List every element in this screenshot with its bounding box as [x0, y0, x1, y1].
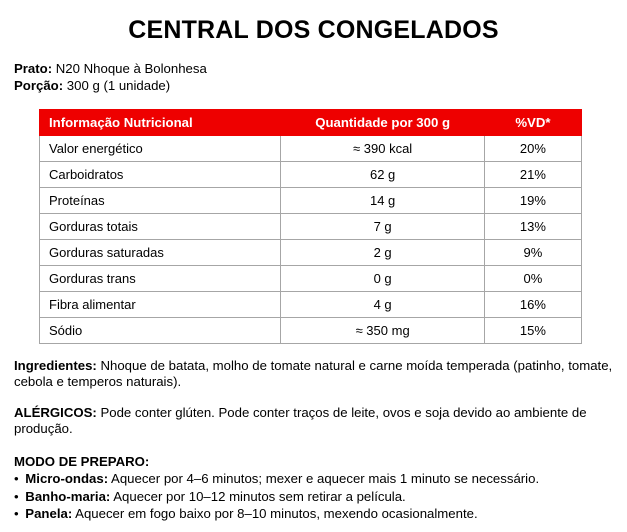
product-dish-line: Prato: N20 Nhoque à Bolonhesa — [14, 60, 613, 77]
preparation-list: • Micro-ondas: Aquecer por 4–6 minutos; … — [14, 470, 613, 523]
page-title: CENTRAL DOS CONGELADOS — [128, 16, 499, 44]
preparation-method-label: Banho-maria: — [25, 488, 111, 504]
cell-nutrient: Gorduras totais — [38, 212, 282, 240]
cell-vd: 0% — [483, 264, 583, 292]
product-portion-label: Porção: — [14, 77, 64, 93]
preparation-method-label: Micro-ondas: — [25, 471, 109, 487]
product-portion-line: Porção: 300 g (1 unidade) — [14, 77, 613, 94]
preparation-heading: MODO DE PREPARO: — [14, 453, 150, 469]
list-item: • Banho-maria: Aquecer por 10–12 minutos… — [14, 488, 613, 506]
cell-quantity: 14 g — [280, 186, 485, 214]
cell-quantity: 2 g — [280, 238, 485, 266]
table-row: Proteínas 14 g 19% — [38, 186, 583, 214]
cell-quantity: 4 g — [280, 290, 485, 318]
preparation-method-text: Aquecer por 4–6 minutos; mexer e aquecer… — [111, 471, 540, 487]
preparation-method-text: Aquecer por 10–12 minutos sem retirar a … — [113, 488, 406, 504]
cell-vd: 20% — [483, 134, 583, 162]
table-header-row: Informação Nutricional Quantidade por 30… — [38, 108, 583, 136]
cell-quantity: ≈ 390 kcal — [280, 134, 485, 162]
cell-nutrient: Gorduras trans — [38, 264, 282, 292]
bullet-icon: • — [14, 506, 19, 522]
allergens-paragraph: ALÉRGICOS: Pode conter glúten. Pode cont… — [14, 405, 613, 438]
table-row: Carboidratos 62 g 21% — [38, 160, 583, 188]
list-item: • Panela: Aquecer em fogo baixo por 8–10… — [14, 505, 613, 523]
nutrition-table: Informação Nutricional Quantidade por 30… — [38, 108, 583, 344]
product-dish-label: Prato: — [14, 60, 53, 76]
cell-quantity: ≈ 350 mg — [280, 316, 485, 344]
ingredients-paragraph: Ingredientes: Nhoque de batata, molho de… — [14, 358, 613, 391]
bullet-icon: • — [14, 471, 19, 487]
ingredients-label: Ingredientes: — [14, 357, 97, 373]
list-item: • Micro-ondas: Aquecer por 4–6 minutos; … — [14, 470, 613, 488]
table-row: Sódio ≈ 350 mg 15% — [38, 316, 583, 344]
preparation-method-label: Panela: — [25, 506, 73, 522]
table-row: Gorduras trans 0 g 0% — [38, 264, 583, 292]
allergens-text: Pode conter glúten. Pode conter traços d… — [14, 404, 587, 437]
table-row: Gorduras totais 7 g 13% — [38, 212, 583, 240]
allergens-label: ALÉRGICOS: — [14, 404, 97, 420]
cell-vd: 16% — [483, 290, 583, 318]
product-portion-value: 300 g (1 unidade) — [66, 77, 171, 93]
cell-quantity: 62 g — [280, 160, 485, 188]
bullet-icon: • — [14, 488, 19, 504]
column-header-vd: %VD* — [483, 108, 583, 136]
table-row: Valor energético ≈ 390 kcal 20% — [38, 134, 583, 162]
cell-nutrient: Fibra alimentar — [38, 290, 282, 318]
cell-nutrient: Proteínas — [38, 186, 282, 214]
product-dish-value: N20 Nhoque à Bolonhesa — [55, 60, 207, 76]
cell-vd: 19% — [483, 186, 583, 214]
cell-vd: 9% — [483, 238, 583, 266]
table-row: Fibra alimentar 4 g 16% — [38, 290, 583, 318]
ingredients-text: Nhoque de batata, molho de tomate natura… — [14, 357, 613, 390]
product-meta: Prato: N20 Nhoque à Bolonhesa Porção: 30… — [14, 60, 613, 94]
cell-vd: 15% — [483, 316, 583, 344]
nutrition-table-body: Valor energético ≈ 390 kcal 20% Carboidr… — [38, 134, 583, 344]
cell-quantity: 0 g — [280, 264, 485, 292]
column-header-nutrient: Informação Nutricional — [38, 108, 282, 136]
cell-vd: 21% — [483, 160, 583, 188]
cell-nutrient: Sódio — [38, 316, 282, 344]
table-row: Gorduras saturadas 2 g 9% — [38, 238, 583, 266]
column-header-quantity: Quantidade por 300 g — [280, 108, 485, 136]
cell-nutrient: Valor energético — [38, 134, 282, 162]
preparation-method-text: Aquecer em fogo baixo por 8–10 minutos, … — [75, 506, 478, 522]
cell-nutrient: Gorduras saturadas — [38, 238, 282, 266]
cell-vd: 13% — [483, 212, 583, 240]
cell-nutrient: Carboidratos — [38, 160, 282, 188]
cell-quantity: 7 g — [280, 212, 485, 240]
